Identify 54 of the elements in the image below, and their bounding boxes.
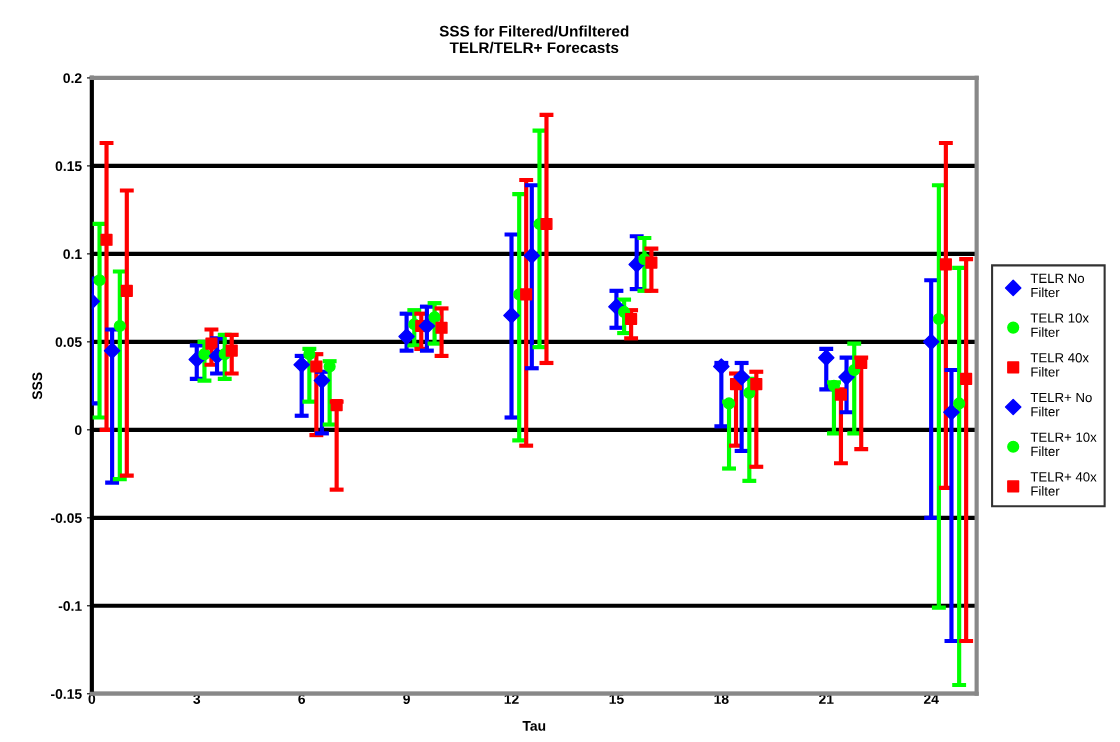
y-tick-label: 0.05 [55,337,82,348]
point [418,317,436,335]
legend-label: TELR 40x Filter [1030,353,1089,377]
point [103,342,121,359]
point [198,348,211,361]
point [313,372,331,389]
point [113,319,126,333]
point [733,368,750,386]
point [428,311,441,324]
y-tick-label: -0.05 [51,513,82,523]
point [398,328,415,345]
point [205,337,218,350]
point [520,288,533,301]
point [523,247,541,264]
point [93,274,106,287]
point [120,284,133,297]
point [943,403,960,421]
point [939,258,952,271]
point [100,233,113,246]
x-axis-title: Tau [522,721,546,731]
point [750,378,763,391]
legend-label: TELR+ No Filter [1030,392,1092,417]
point [503,307,520,324]
legend-label: TELR+ 10x Filter [1030,432,1097,457]
point [834,388,848,401]
point [827,379,841,392]
legend-label: TELR 10x Filter [1030,313,1089,337]
point [838,368,855,386]
y-tick-label: 0.2 [63,73,82,84]
y-tick-label: 0.15 [55,161,82,172]
point [722,397,736,410]
point [435,321,448,334]
y-tick-label: 0.1 [63,249,82,260]
y-tick-label: -0.1 [58,601,82,611]
point [743,386,756,399]
point [817,349,835,366]
point [645,256,658,269]
point [625,312,638,326]
y-tick-label: -0.15 [51,689,82,699]
y-axis-title: SSS [32,372,43,400]
legend-label: TELR No Filter [1030,273,1085,298]
point [713,358,730,375]
point [330,399,343,412]
point [293,356,310,374]
point [540,217,553,231]
legend-label: TELR+ 40x Filter [1030,472,1097,496]
point [225,344,238,357]
chart-title: SSS for Filtered/Unfiltered TELR/TELR+ Forecasts [439,25,629,54]
point [922,333,940,351]
point [310,360,323,373]
point [932,312,945,326]
y-tick-label: 0 [74,425,82,435]
point [960,372,973,385]
point [953,397,966,410]
